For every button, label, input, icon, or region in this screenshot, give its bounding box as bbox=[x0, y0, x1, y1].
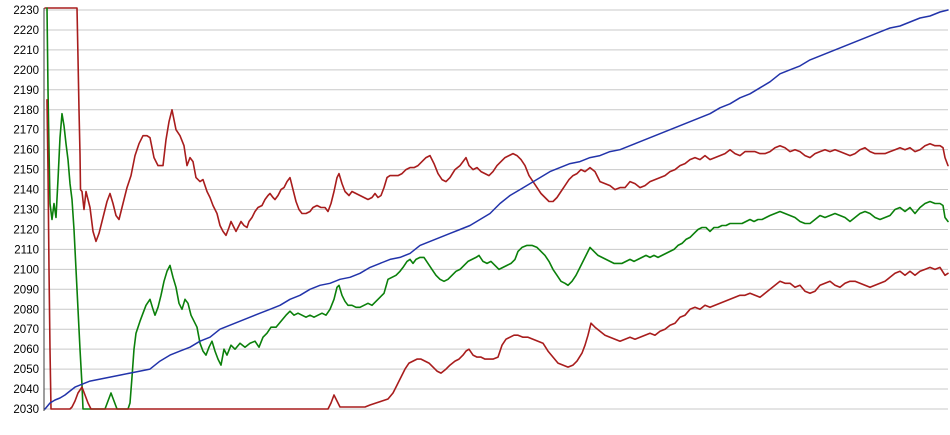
red-lower-line bbox=[46, 99, 949, 410]
y-axis-label: 2120 bbox=[13, 224, 39, 236]
green-line bbox=[46, 7, 949, 410]
y-axis-label: 2140 bbox=[13, 185, 39, 197]
y-axis-label: 2160 bbox=[13, 145, 39, 157]
y-axis-label: 2050 bbox=[13, 364, 39, 376]
y-axis-label: 2030 bbox=[13, 404, 39, 416]
y-axis-label: 2060 bbox=[13, 344, 39, 356]
y-axis-label: 2100 bbox=[13, 264, 39, 276]
y-axis-label: 2150 bbox=[13, 165, 39, 177]
y-axis-label: 2090 bbox=[13, 284, 39, 296]
y-axis-label: 2130 bbox=[13, 205, 39, 217]
y-axis-label: 2040 bbox=[13, 384, 39, 396]
y-axis-label: 2200 bbox=[13, 65, 39, 77]
y-axis-label: 2070 bbox=[13, 324, 39, 336]
y-axis-label: 2170 bbox=[13, 125, 39, 137]
y-axis-label: 2230 bbox=[13, 5, 39, 17]
y-axis-label: 2180 bbox=[13, 105, 39, 117]
blue-line bbox=[44, 9, 949, 410]
y-axis-label: 2080 bbox=[13, 304, 39, 316]
y-axis-label: 2210 bbox=[13, 45, 39, 57]
y-axis-label: 2190 bbox=[13, 85, 39, 97]
red-upper-line bbox=[44, 7, 949, 243]
y-axis-label: 2220 bbox=[13, 25, 39, 37]
y-axis-label: 2110 bbox=[14, 244, 39, 256]
